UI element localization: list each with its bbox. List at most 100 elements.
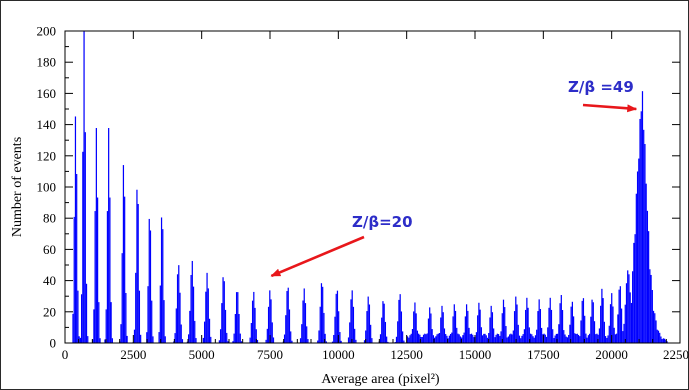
histogram-bar — [331, 341, 334, 343]
histogram-bar — [569, 324, 571, 343]
histogram-bar — [638, 158, 640, 343]
histogram-bar — [445, 334, 447, 343]
histogram-bar — [427, 318, 430, 343]
histogram-bar — [453, 304, 455, 343]
histogram-bar — [601, 288, 603, 343]
histogram-bar — [622, 331, 624, 343]
histogram-bar — [411, 329, 414, 343]
x-tick-label: 2500 — [120, 347, 146, 362]
histogram-bar — [525, 309, 527, 343]
histogram-bar — [210, 336, 212, 343]
histogram-bar — [493, 328, 495, 343]
histogram-bar — [318, 330, 320, 343]
x-tick-label: 20000 — [595, 347, 628, 362]
histogram-bar — [159, 285, 161, 343]
histogram-bar — [565, 336, 567, 343]
histogram-bar — [473, 337, 475, 343]
histogram-bar — [122, 165, 125, 343]
histogram-bar — [365, 330, 367, 343]
histogram-bar — [587, 335, 589, 343]
histogram-bar — [104, 339, 106, 343]
histogram-bar — [121, 253, 123, 343]
histogram-bar — [160, 217, 163, 343]
histogram-bar — [501, 313, 503, 343]
histogram-bar — [416, 330, 419, 343]
histogram-bar — [654, 313, 656, 343]
histogram-bar — [175, 308, 177, 343]
histogram-bar — [533, 337, 535, 343]
histogram-bar — [429, 307, 431, 343]
histogram-bar — [435, 336, 437, 343]
histogram-bar — [336, 290, 339, 343]
y-tick-label: 60 — [43, 242, 56, 257]
histogram-bar — [548, 307, 550, 343]
histogram-bar — [440, 317, 442, 343]
histogram-bar — [521, 335, 523, 343]
histogram-bar — [582, 298, 585, 343]
histogram-bar — [648, 231, 650, 343]
histogram-bar — [526, 297, 528, 343]
histogram-bar — [302, 300, 304, 343]
histogram-bar — [152, 336, 154, 343]
histogram-bar — [413, 311, 415, 343]
histogram-bar — [394, 341, 396, 343]
histogram-bar — [629, 292, 631, 343]
histogram-bar — [630, 302, 633, 343]
histogram-bar — [272, 337, 275, 343]
y-tick-label: 20 — [43, 304, 56, 319]
histogram-bar — [387, 341, 389, 343]
histogram-bar — [596, 333, 598, 343]
histogram-bar — [250, 323, 252, 343]
histogram-bar — [468, 327, 470, 343]
histogram-bar — [325, 341, 327, 343]
histogram-bar — [386, 336, 388, 343]
histogram-bar — [191, 260, 193, 343]
x-tick-label: 7500 — [257, 347, 283, 362]
histogram-bar — [403, 340, 405, 343]
histogram-bar — [529, 333, 532, 343]
histogram-bar — [249, 337, 251, 343]
histogram-bar — [189, 310, 191, 343]
annotation-z-beta-20: Z/β=20 — [352, 213, 413, 231]
histogram-bar — [462, 335, 464, 343]
histogram-bar — [133, 329, 136, 343]
histogram-bar — [652, 310, 655, 343]
histogram-bar — [488, 333, 490, 343]
histogram-bar — [625, 283, 628, 343]
histogram-bar — [120, 324, 122, 343]
x-tick-label: 2250( — [663, 347, 689, 362]
histogram-bar — [649, 269, 651, 343]
histogram-bar — [406, 336, 409, 343]
histogram-bar — [502, 299, 505, 343]
histogram-bar — [323, 312, 325, 343]
histogram-bar — [83, 31, 85, 343]
histogram-bar — [438, 333, 441, 343]
histogram-bar — [333, 334, 335, 343]
histogram-bar — [485, 335, 487, 343]
histogram-bar — [286, 291, 288, 343]
histogram-bar — [477, 315, 479, 343]
histogram-bar — [659, 332, 661, 343]
histogram-bar — [335, 293, 337, 343]
histogram-bar — [290, 331, 292, 343]
histogram-bar — [547, 327, 549, 343]
histogram-bar — [650, 274, 652, 343]
histogram-bar — [486, 337, 489, 343]
histogram-bar — [80, 294, 83, 343]
histogram-bar — [96, 197, 99, 343]
histogram-bar — [624, 304, 626, 343]
histogram-bar — [617, 314, 619, 343]
y-tick-label: 180 — [37, 55, 57, 70]
histogram-bar — [339, 332, 341, 343]
y-axis-title: Number of events — [10, 137, 25, 237]
histogram-bar — [137, 203, 139, 343]
histogram-bar — [271, 322, 273, 343]
histogram-bar — [136, 189, 138, 343]
histogram-bar — [593, 321, 596, 343]
histogram-bar — [285, 315, 287, 343]
histogram-bar — [518, 335, 521, 343]
histogram-bar — [94, 211, 96, 343]
histogram-bar — [612, 306, 614, 343]
histogram-bar — [370, 324, 372, 343]
